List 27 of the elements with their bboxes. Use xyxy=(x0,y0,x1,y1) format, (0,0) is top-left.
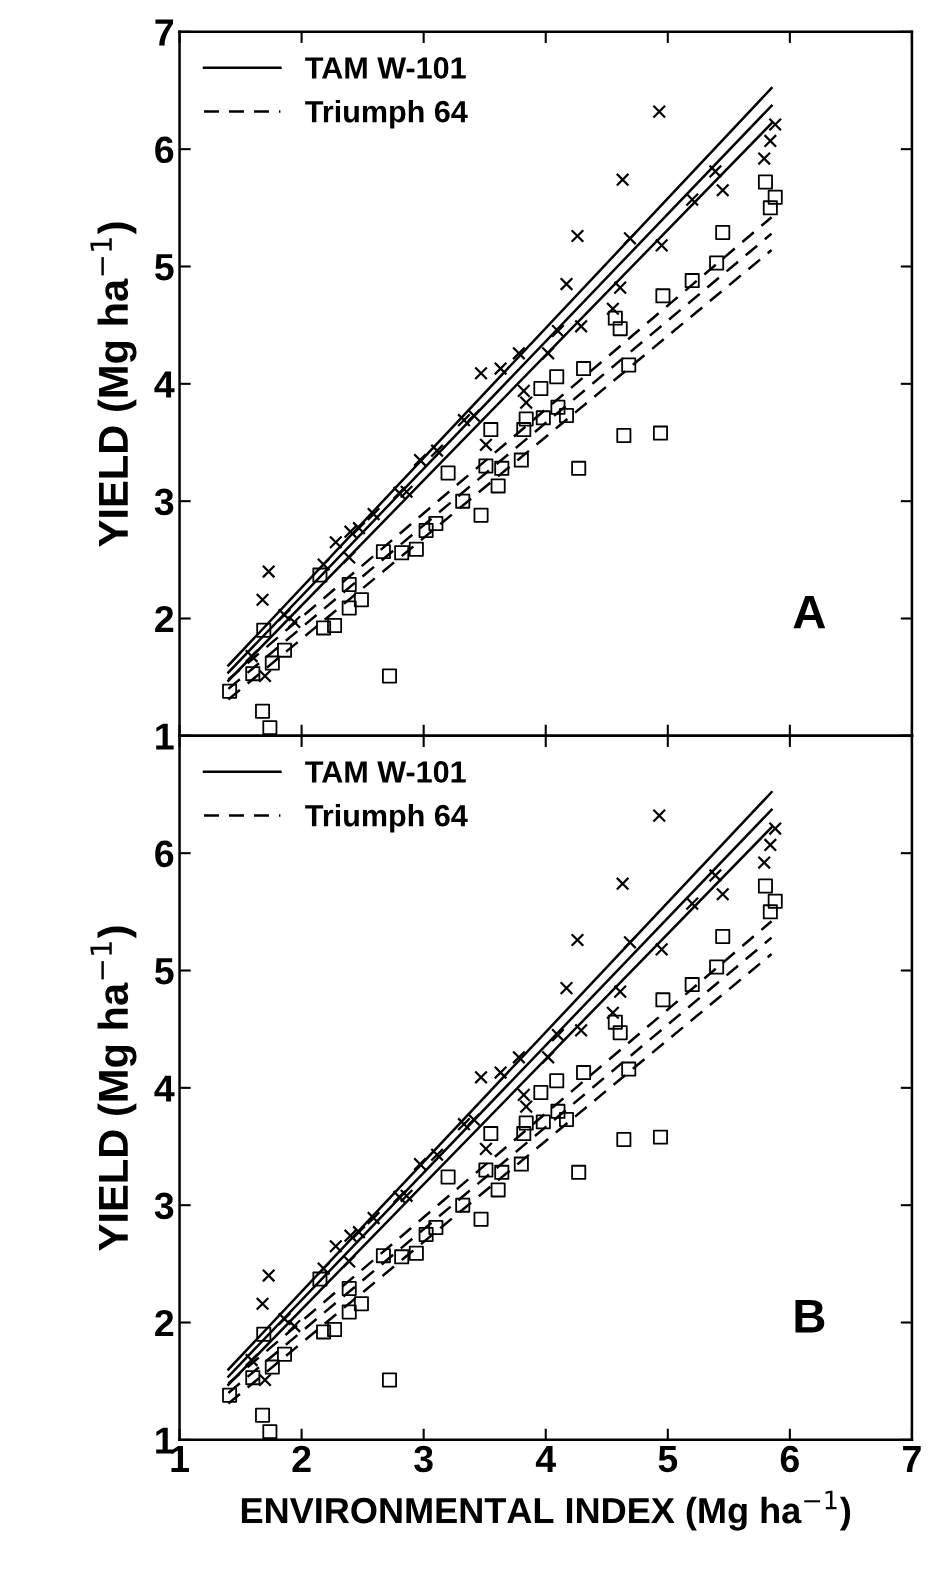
annotation: A xyxy=(793,595,826,629)
legend-label: Triumph 64 xyxy=(305,804,468,833)
y-tick-label: 6 xyxy=(155,840,174,868)
x-tick-label: 2 xyxy=(292,1445,311,1472)
y-tick-label: 5 xyxy=(154,254,174,281)
y-tick-label: 2 xyxy=(155,1309,174,1337)
y-tick-label: 3 xyxy=(154,1192,174,1220)
y-axis-title: YIELD (Mg ha$^{−1}$) xyxy=(90,926,137,1251)
y-tick-label: 6 xyxy=(155,136,174,164)
y-tick-label: 1 xyxy=(156,723,174,750)
legend-label: TAM W-101 xyxy=(305,57,466,79)
legend-label: Triumph 64 xyxy=(305,100,468,129)
legend-label: TAM W-101 xyxy=(305,761,466,783)
y-tick-label: 3 xyxy=(154,488,174,516)
y-tick-label: 5 xyxy=(154,958,174,985)
x-tick-label: 5 xyxy=(658,1446,678,1473)
y-tick-label: 2 xyxy=(155,605,174,633)
x-tick-label: 3 xyxy=(414,1445,433,1473)
x-tick-label: 7 xyxy=(903,1446,921,1472)
y-tick-label: 7 xyxy=(155,19,174,46)
y-tick-label: 4 xyxy=(154,371,175,398)
x-axis-title: ENVIRONMENTAL INDEX (Mg ha$^{−1}$) xyxy=(241,1490,851,1531)
y-axis-title: YIELD (Mg ha$^{−1}$) xyxy=(90,222,137,547)
x-tick-label: 6 xyxy=(780,1445,799,1473)
annotation: B xyxy=(795,1299,825,1333)
y-tick-label: 4 xyxy=(154,1075,175,1102)
x-tick-label: 4 xyxy=(535,1446,556,1472)
